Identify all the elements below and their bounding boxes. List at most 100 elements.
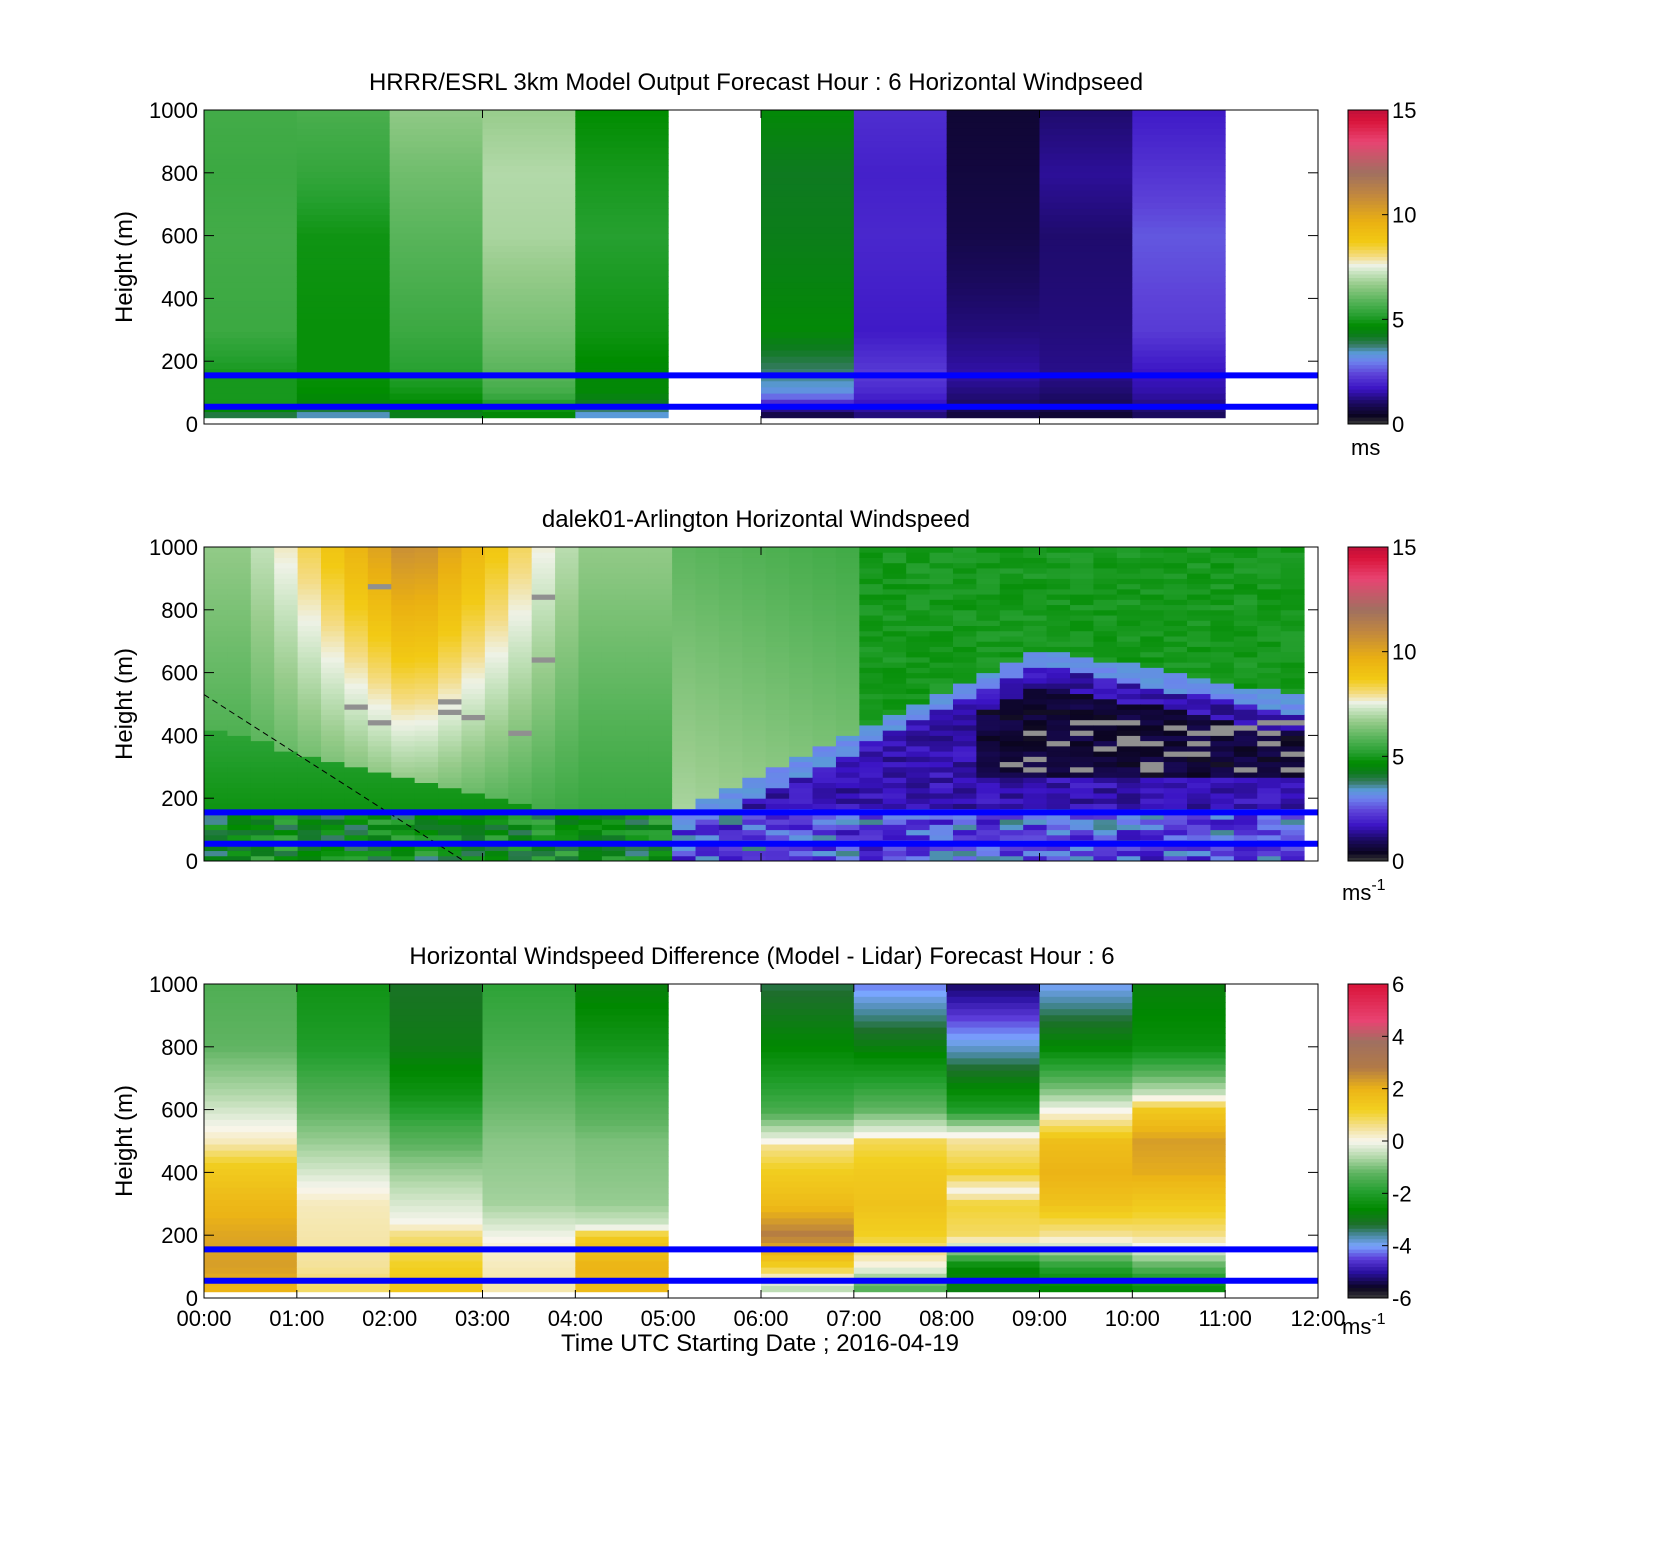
data-cell [1187, 698, 1211, 705]
data-cell [976, 693, 1001, 700]
data-cell [1132, 257, 1226, 265]
data-cell [976, 824, 1001, 831]
data-cell [575, 356, 669, 363]
data-cell [742, 740, 767, 747]
colorbar-segment [1348, 1165, 1388, 1170]
data-cell [952, 567, 977, 574]
data-cell [578, 547, 603, 553]
data-cell [625, 567, 650, 574]
data-cell [1116, 745, 1141, 752]
data-cell [391, 719, 416, 726]
data-cell [601, 604, 626, 611]
data-cell [1187, 656, 1211, 663]
data-cell [1257, 777, 1282, 783]
data-cell [1257, 798, 1282, 804]
data-cell [555, 599, 579, 606]
data-cell [946, 325, 1040, 333]
data-cell [1280, 578, 1305, 585]
data-cell [484, 578, 509, 585]
data-cell [718, 604, 743, 611]
data-cell [853, 171, 948, 179]
data-cell [321, 766, 345, 773]
data-cell [761, 245, 855, 253]
data-cell [575, 1254, 669, 1262]
data-cell [414, 719, 439, 726]
data-cell [296, 214, 391, 222]
data-cell [1039, 1020, 1133, 1028]
colorbar-tick-label: 5 [1392, 744, 1404, 769]
data-cell [761, 1205, 855, 1213]
data-cell [976, 772, 1001, 778]
data-cell [297, 620, 322, 626]
data-cell [482, 306, 576, 314]
data-cell [1093, 845, 1118, 852]
data-cell [204, 777, 228, 783]
data-cell [601, 599, 626, 606]
data-cell [1093, 693, 1118, 700]
data-cell [946, 386, 1040, 394]
data-cell [414, 573, 439, 579]
data-cell [575, 1193, 669, 1200]
data-cell [853, 1100, 948, 1108]
data-cell [1163, 819, 1188, 825]
data-cell [946, 1014, 1040, 1022]
data-cell [1257, 751, 1282, 757]
data-cell [1070, 630, 1094, 637]
data-cell [853, 1057, 948, 1065]
colorbar-segment [1348, 284, 1388, 289]
data-cell [508, 594, 533, 600]
data-cell [1257, 646, 1282, 653]
data-cell [1280, 698, 1305, 705]
data-cell [1093, 656, 1118, 663]
data-cell [204, 557, 228, 564]
data-cell [508, 672, 533, 679]
data-cell [204, 288, 298, 296]
colorbar-segment [1348, 637, 1388, 642]
data-cell [296, 122, 391, 129]
time-column [999, 547, 1024, 862]
data-cell [742, 604, 767, 611]
colorbar-tick-label: 6 [1392, 972, 1404, 997]
data-cell [601, 740, 626, 747]
data-cell [625, 772, 650, 778]
data-cell [1210, 693, 1235, 700]
data-cell [1132, 1119, 1226, 1127]
data-cell [508, 704, 533, 710]
colorbar-segment [1348, 1025, 1388, 1030]
data-cell [1070, 756, 1094, 763]
data-cell [204, 116, 298, 123]
data-cell [389, 350, 483, 357]
data-cell [1023, 583, 1048, 590]
data-cell [1187, 855, 1211, 862]
data-cell [389, 177, 483, 185]
data-cell [1070, 761, 1094, 768]
data-cell [1140, 782, 1165, 789]
data-cell [789, 698, 814, 705]
data-cell [761, 146, 855, 154]
data-cell [367, 667, 392, 674]
data-cell [976, 599, 1001, 606]
colorbar-segment [1348, 550, 1388, 555]
data-cell [227, 829, 252, 836]
data-cell [648, 698, 673, 705]
data-cell [1163, 615, 1188, 621]
data-cell [946, 288, 1040, 296]
data-cell [296, 356, 391, 363]
data-cell [438, 641, 462, 647]
data-cell [414, 766, 439, 773]
data-cell [789, 646, 814, 653]
data-cell [414, 604, 439, 611]
data-cell [508, 714, 533, 721]
data-cell [625, 745, 650, 752]
data-cell [531, 735, 556, 742]
data-cell [859, 635, 884, 642]
colorbar-segment [1348, 270, 1388, 275]
data-cell [625, 552, 650, 558]
x-tick-label: 05:00 [641, 1306, 696, 1331]
data-cell [482, 411, 576, 419]
data-cell [367, 547, 392, 553]
colorbar-segment [1348, 1039, 1388, 1044]
data-cell [625, 672, 650, 679]
data-cell [1093, 730, 1118, 736]
data-cell [482, 1119, 576, 1127]
